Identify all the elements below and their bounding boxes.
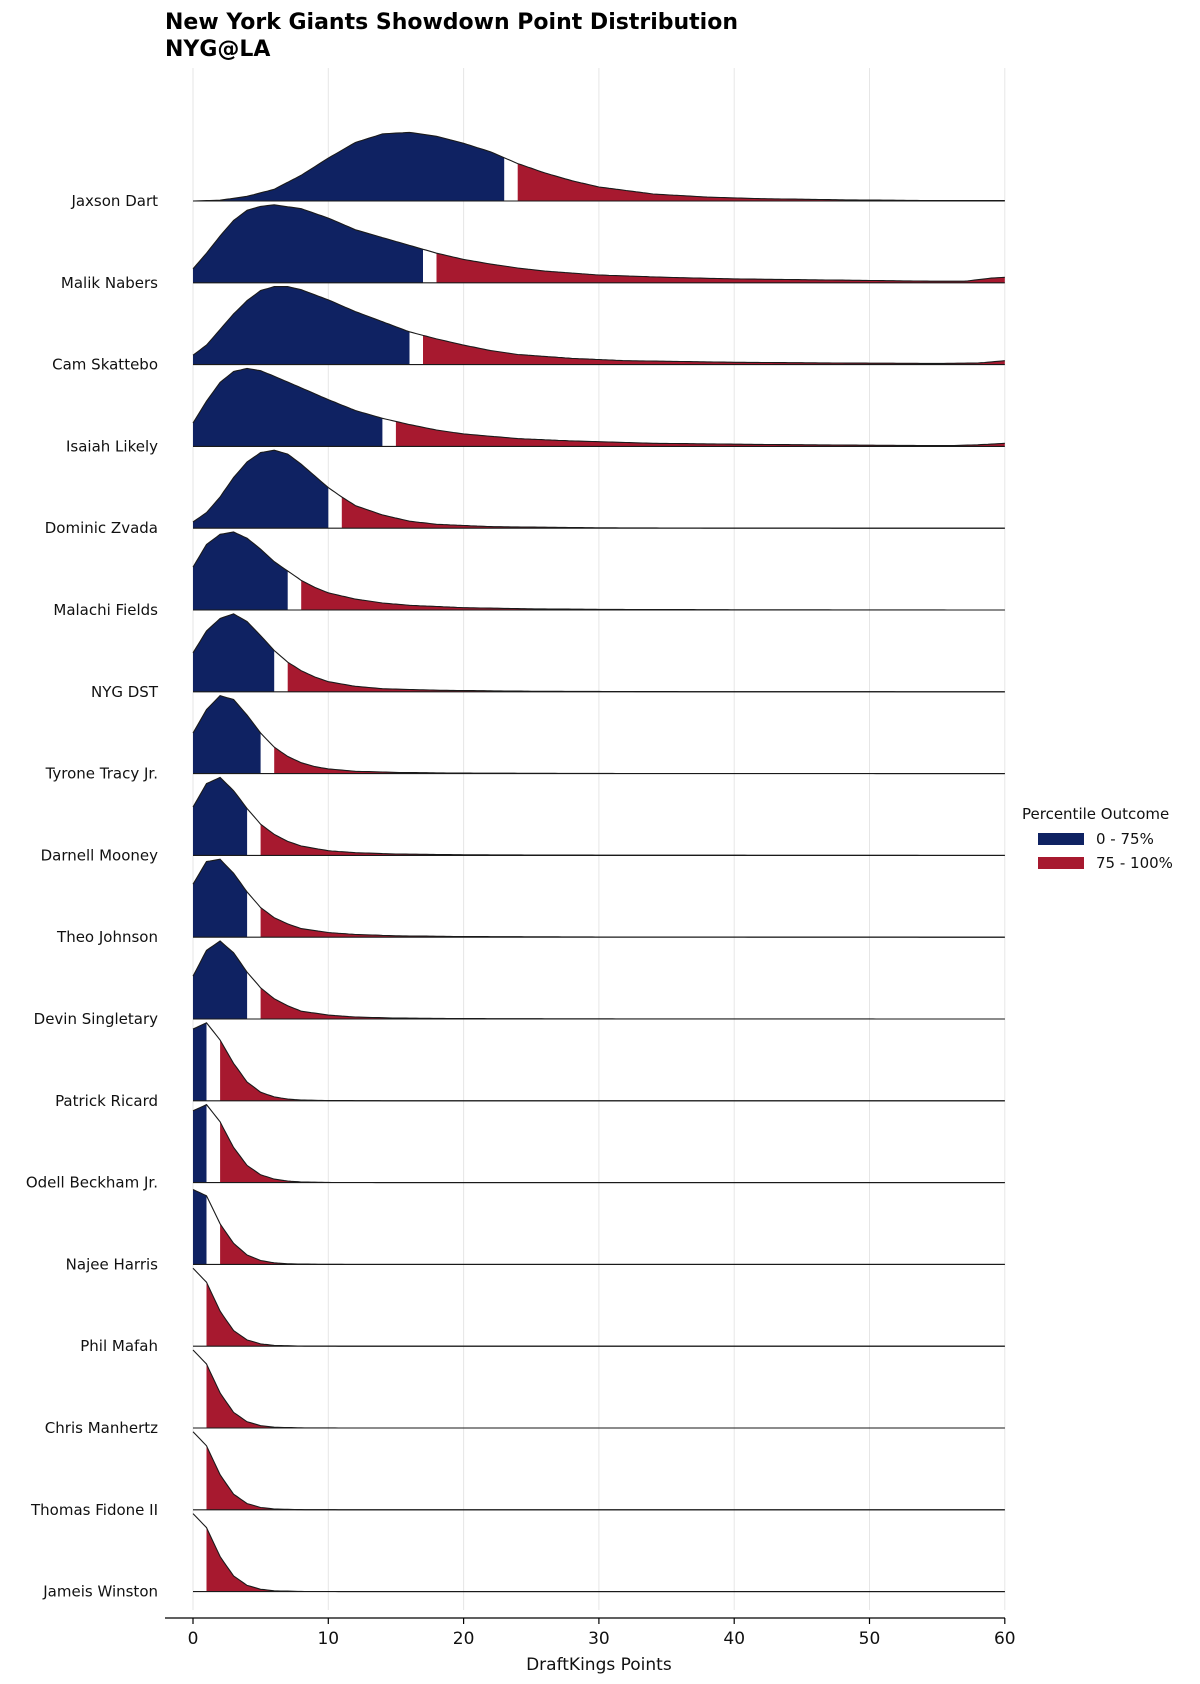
area-75-100-patrick-ricard [220,1040,1005,1101]
ridge-malachi-fields: Malachi Fields [53,531,1005,619]
area-0-75-malachi-fields [193,532,288,610]
legend-label-high: 75 - 100% [1096,854,1173,872]
area-0-75-devin-singletary [193,941,248,1019]
area-75-100-cam-skattebo [423,335,1005,365]
area-0-75-tyrone-tracy-jr [193,695,261,774]
ridge-phil-mafah: Phil Mafah [80,1267,1005,1355]
area-75-100-devin-singletary [260,987,1005,1019]
player-label: Darnell Mooney [41,846,159,864]
area-75-100-odell-beckham-jr [220,1121,1005,1183]
area-0-75-patrick-ricard [193,1022,207,1101]
player-label: Dominic Zvada [45,519,158,537]
ridge-najee-harris: Najee Harris [66,1189,1005,1273]
area-0-75-odell-beckham-jr [193,1104,207,1183]
density-outline-jaxson-dart [192,131,1005,202]
player-label: Najee Harris [66,1255,159,1273]
player-label: Jaxson Dart [70,192,158,210]
ridge-theo-johnson: Theo Johnson [56,858,1005,946]
player-label: Malik Nabers [61,274,158,292]
player-label: NYG DST [91,683,159,701]
x-tick-label-30: 30 [588,1629,610,1649]
ridge-isaiah-likely: Isaiah Likely [66,367,1005,455]
ridge-nyg-dst: NYG DST [91,613,1005,701]
area-0-75-isaiah-likely [193,368,383,447]
area-75-100-isaiah-likely [395,421,1005,447]
x-tick-label-20: 20 [453,1629,475,1649]
area-0-75-dominic-zvada [193,450,329,529]
area-75-100-jaxson-dart [517,163,1005,201]
x-tick-label-40: 40 [723,1629,745,1649]
area-75-100-dominic-zvada [341,497,1005,529]
density-outline-cam-skattebo [192,286,1005,364]
ridge-jaxson-dart: Jaxson Dart [70,131,1005,210]
legend-item-high: 75 - 100% [1022,854,1200,872]
area-0-75-theo-johnson [193,859,248,938]
area-75-100-chris-manhertz [206,1364,1005,1428]
player-label: Malachi Fields [53,601,158,619]
area-75-100-malik-nabers [436,253,1005,283]
ridge-devin-singletary: Devin Singletary [34,940,1005,1028]
area-0-75-malik-nabers [193,204,423,283]
chart-title: New York Giants Showdown Point Distribut… [165,10,738,35]
ridge-chris-manhertz: Chris Manhertz [45,1349,1005,1437]
x-tick-label-60: 60 [994,1629,1016,1649]
chart-subtitle: NYG@LA [165,37,271,62]
ridge-patrick-ricard: Patrick Ricard [55,1022,1005,1110]
ridge-thomas-fidone-ii: Thomas Fidone II [30,1431,1005,1519]
legend-label-low: 0 - 75% [1096,830,1154,848]
area-0-75-jaxson-dart [193,132,505,201]
density-outline-malik-nabers [192,204,1005,282]
area-0-75-darnell-mooney [193,777,248,856]
player-label: Tyrone Tracy Jr. [45,765,158,783]
area-75-100-jameis-winston [206,1527,1005,1592]
ridge-malik-nabers: Malik Nabers [61,204,1005,292]
x-tick-label-0: 0 [188,1629,199,1649]
player-label: Patrick Ricard [55,1092,158,1110]
ridge-darnell-mooney: Darnell Mooney [41,776,1005,864]
area-75-100-darnell-mooney [260,824,1005,856]
player-label: Chris Manhertz [45,1419,158,1437]
player-label: Cam Skattebo [52,356,158,374]
player-label: Isaiah Likely [66,437,158,455]
ridge-tyrone-tracy-jr: Tyrone Tracy Jr. [45,694,1005,783]
area-0-75-najee-harris [193,1189,207,1265]
player-label: Jameis Winston [42,1583,158,1601]
area-75-100-nyg-dst [287,662,1005,692]
x-tick-label-50: 50 [859,1629,881,1649]
ridge-cam-skattebo: Cam Skattebo [52,286,1005,374]
ridge-layer: Jaxson Dart Malik Nabers Cam Skattebo Isaia… [26,131,1005,1601]
legend: Percentile Outcome 0 - 75% 75 - 100% [1022,805,1200,879]
ridge-dominic-zvada: Dominic Zvada [45,449,1005,537]
area-75-100-thomas-fidone-ii [206,1445,1005,1510]
player-label: Theo Johnson [56,928,158,946]
area-0-75-cam-skattebo [193,286,410,365]
player-label: Devin Singletary [34,1010,158,1028]
x-axis-label: DraftKings Points [526,1655,672,1675]
legend-item-low: 0 - 75% [1022,830,1200,848]
legend-swatch-high [1038,857,1084,869]
x-axis: 0 10 20 30 40 50 60 DraftKings Points [165,1617,1016,1675]
x-tick-label-10: 10 [317,1629,339,1649]
ridge-odell-beckham-jr: Odell Beckham Jr. [26,1103,1005,1192]
player-label: Odell Beckham Jr. [26,1174,158,1192]
player-label: Thomas Fidone II [30,1501,158,1519]
area-75-100-theo-johnson [260,907,1005,938]
player-label: Phil Mafah [80,1337,158,1355]
legend-swatch-low [1038,833,1084,845]
area-75-100-malachi-fields [301,580,1005,610]
area-75-100-phil-mafah [206,1282,1005,1347]
area-75-100-najee-harris [220,1223,1005,1265]
legend-title: Percentile Outcome [1022,805,1170,823]
area-75-100-tyrone-tracy-jr [274,747,1005,774]
density-outline-isaiah-likely [192,367,1005,447]
area-0-75-nyg-dst [193,613,275,692]
grid-layer [192,68,1006,1610]
ridge-jameis-winston: Jameis Winston [42,1513,1005,1601]
